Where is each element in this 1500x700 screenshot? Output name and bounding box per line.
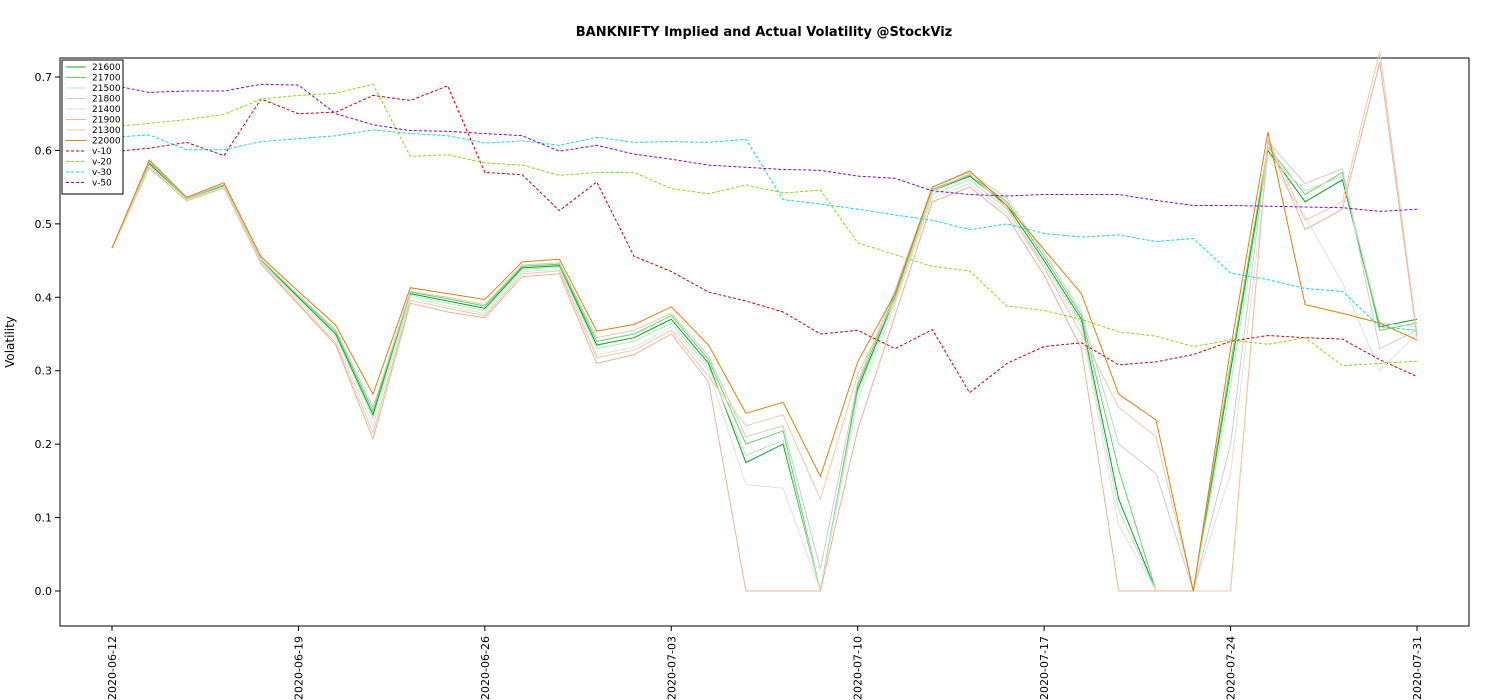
legend-label: 21800 [92,95,121,105]
plot-frame [59,57,1470,627]
legend: 2160021700215002180021400219002130022000… [61,59,124,195]
legend-label: 21300 [92,126,121,136]
series-line-21300 [111,51,1418,592]
series-line-v-30 [111,129,1418,331]
chart-title: BANKNIFTY Implied and Actual Volatility … [576,25,952,40]
legend-label: v-20 [92,158,112,168]
x-tick-label: 2020-07-17 [1038,636,1051,700]
y-axis-label: Volatility [3,316,17,368]
y-tick-label: 0.5 [35,218,53,231]
series-line-21700 [111,145,1418,592]
legend-label: v-30 [92,168,112,178]
series-line-v-50 [111,83,1418,212]
series-line-21800 [111,140,1418,593]
x-tick-label: 2020-06-12 [106,636,119,700]
y-tick-label: 0.6 [35,144,53,157]
series-line-21600 [111,149,1418,592]
legend-label: 21900 [92,116,121,126]
y-tick-label: 0.4 [35,291,53,304]
y-tick-label: 0.0 [35,585,53,598]
legend-label: 21600 [92,63,121,73]
x-tick-label: 2020-06-26 [479,636,492,700]
legend-label: 21400 [92,105,121,115]
legend-label: 22000 [92,137,121,147]
x-tick-label: 2020-07-03 [665,636,678,700]
legend-label: 21700 [92,74,121,84]
x-axis: 2020-06-12 2020-06-19 2020-06-26 2020-07-03… [106,626,1424,700]
x-tick-label: 2020-07-24 [1225,636,1238,700]
series-line-21900 [111,62,1418,592]
series-line-22000 [111,131,1418,592]
series-line-v-10 [111,85,1418,394]
series-layer [111,51,1418,593]
y-tick-label: 0.3 [35,365,53,378]
legend-label: v-50 [92,179,112,189]
y-tick-label: 0.7 [35,71,53,84]
legend-label: 21500 [92,84,121,94]
x-tick-label: 2020-07-31 [1411,636,1424,700]
series-line-21500 [111,153,1418,592]
series-line-21400 [111,156,1418,593]
series-line-v-20 [111,83,1418,367]
y-tick-label: 0.1 [35,512,53,525]
legend-label: v-10 [92,147,112,157]
x-tick-label: 2020-06-19 [292,636,305,700]
x-tick-label: 2020-07-10 [852,636,865,700]
y-tick-label: 0.2 [35,438,53,451]
y-axis: 0.0 0.1 0.2 0.3 0.4 0.5 0.6 0.7 [35,71,60,598]
